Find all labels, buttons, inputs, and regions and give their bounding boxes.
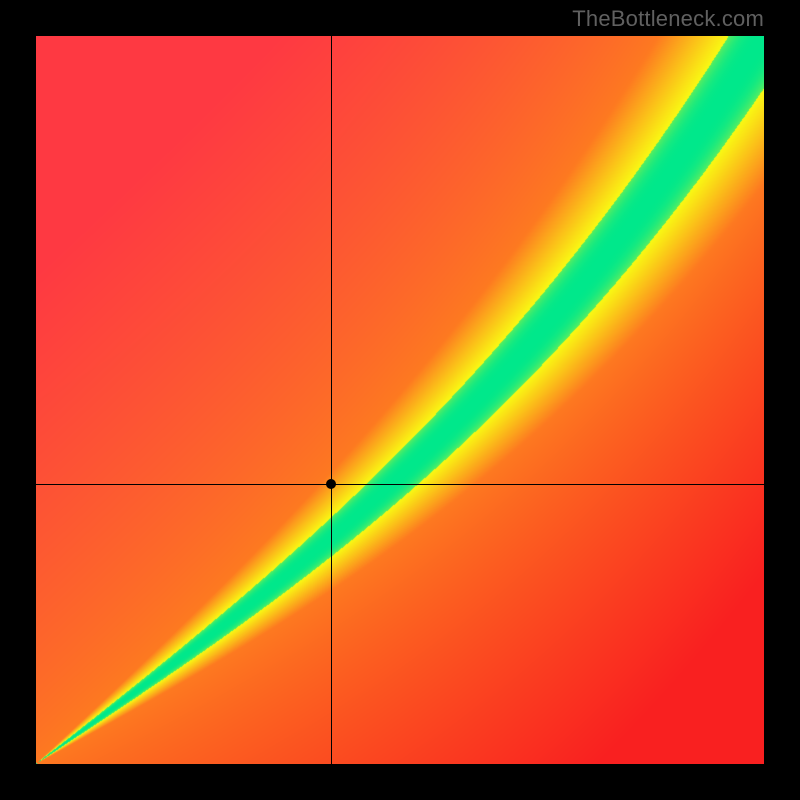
crosshair-horizontal: [36, 484, 764, 485]
plot-area: [36, 36, 764, 764]
crosshair-vertical: [331, 36, 332, 764]
heatmap-canvas: [36, 36, 764, 764]
chart-container: TheBottleneck.com: [0, 0, 800, 800]
crosshair-marker: [326, 479, 336, 489]
watermark-text: TheBottleneck.com: [572, 6, 764, 32]
